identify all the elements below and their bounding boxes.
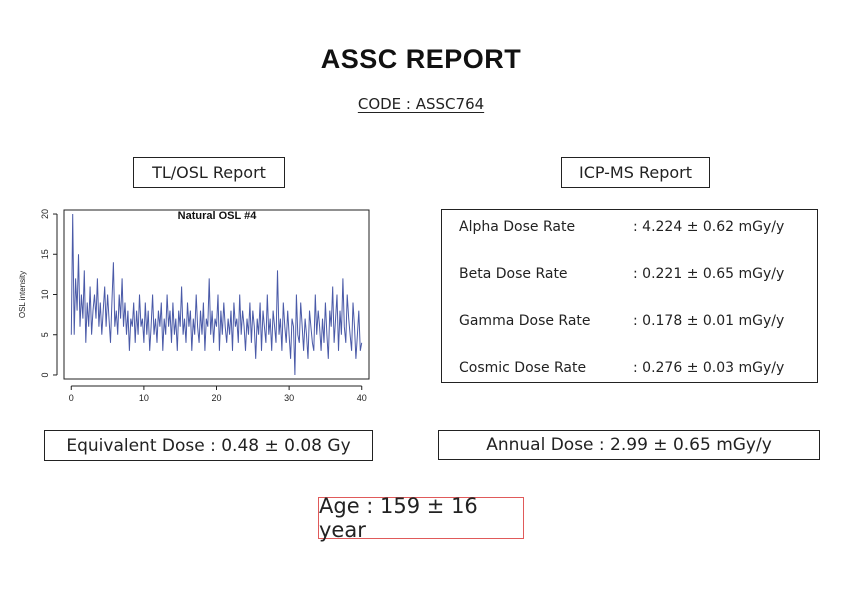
report-code: CODE : ASSC764 <box>0 95 842 113</box>
x-tick-label: 0 <box>69 393 74 403</box>
y-tick-label: 10 <box>40 289 50 299</box>
y-tick-label: 20 <box>40 209 50 219</box>
rate-value: : 0.221 ± 0.65 mGy/y <box>633 266 785 282</box>
rate-name: Alpha Dose Rate <box>459 219 576 235</box>
chart-title: Natural OSL #4 <box>178 210 258 222</box>
x-tick-label: 10 <box>139 393 149 403</box>
osl-series-line <box>70 213 363 376</box>
age-result-box: Age : 159 ± 16 year <box>318 494 524 542</box>
tl-osl-section-label: TL/OSL Report <box>133 157 285 188</box>
icp-ms-section-label: ICP-MS Report <box>561 157 710 188</box>
rate-value: : 0.178 ± 0.01 mGy/y <box>633 313 785 329</box>
x-tick-label: 40 <box>357 393 367 403</box>
report-title: ASSC REPORT <box>320 44 522 74</box>
rate-name: Cosmic Dose Rate <box>459 360 587 376</box>
y-tick-label: 5 <box>40 332 50 337</box>
rate-value: : 4.224 ± 0.62 mGy/y <box>633 219 785 235</box>
report-code-text: CODE : ASSC764 <box>357 95 485 113</box>
x-tick-label: 30 <box>284 393 294 403</box>
y-tick-label: 15 <box>40 249 50 259</box>
dose-rates-panel: Alpha Dose Rate : 4.224 ± 0.62 mGy/y Bet… <box>441 209 818 383</box>
y-tick-label: 0 <box>40 372 50 377</box>
rate-name: Gamma Dose Rate <box>459 313 591 329</box>
rate-name: Beta Dose Rate <box>459 266 568 282</box>
plot-frame <box>63 209 370 380</box>
x-tick-label: 20 <box>211 393 221 403</box>
rate-value: : 0.276 ± 0.03 mGy/y <box>633 360 785 376</box>
annual-dose-box: Annual Dose : 2.99 ± 0.65 mGy/y <box>438 430 820 460</box>
osl-chart: 0 10 20 30 40 0 5 10 15 20 OSL intensity Natural OS… <box>18 209 370 403</box>
y-axis-label: OSL intensity <box>18 271 27 318</box>
equivalent-dose-box: Equivalent Dose : 0.48 ± 0.08 Gy <box>44 430 373 461</box>
